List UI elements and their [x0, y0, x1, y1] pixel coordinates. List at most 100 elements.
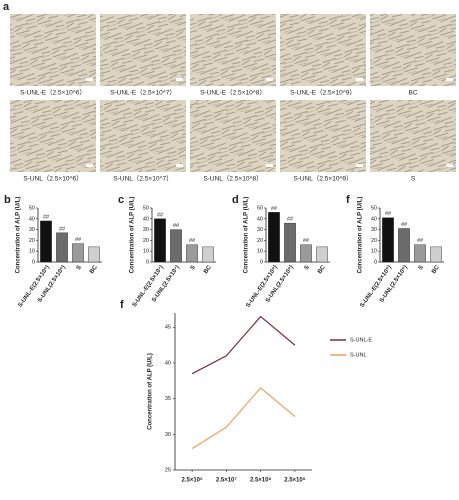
scale-bar [86, 78, 93, 81]
y-tick-label: 10 [257, 249, 263, 255]
bar [56, 232, 68, 263]
scale-bar [266, 78, 273, 81]
y-tick-label: 20 [143, 238, 149, 244]
y-axis-label: Concentration of ALP (U/L) [16, 197, 22, 274]
caption: S-UNL（2.5×10^9） [293, 175, 352, 183]
y-tick-label: 50 [29, 205, 35, 211]
micrograph [370, 100, 456, 172]
y-tick-label: 50 [143, 205, 149, 211]
annotation: ## [189, 238, 196, 244]
x-tick-label: BC [317, 264, 327, 275]
annotation: ## [271, 206, 278, 212]
panel-label: b [4, 194, 11, 206]
bar [88, 246, 100, 263]
y-tick-label: 40 [371, 216, 377, 222]
y-tick-label: 0 [146, 259, 149, 265]
y-tick-label: 50 [371, 205, 377, 211]
bar [268, 212, 280, 263]
micrograph [100, 14, 186, 86]
y-tick-label: 30 [29, 227, 35, 233]
micrograph [190, 14, 276, 86]
y-tick-label: 40 [257, 216, 263, 222]
y-tick-label: 20 [257, 238, 263, 244]
micrograph [100, 100, 186, 172]
bar [398, 228, 410, 263]
scale-bar [356, 78, 363, 81]
series-line [191, 387, 296, 450]
y-tick-label: 10 [143, 249, 149, 255]
y-tick-label: 25 [165, 467, 171, 473]
y-axis-label: Concentration of ALP (U/L) [358, 197, 364, 274]
y-tick-label: 40 [143, 216, 149, 222]
x-tick-label: BC [89, 264, 99, 275]
bar [186, 244, 198, 263]
y-tick-label: 20 [371, 238, 377, 244]
y-tick-label: 20 [29, 238, 35, 244]
legend-label: S-UNL [350, 352, 367, 358]
x-tick-label: 2.5×10⁸ [250, 478, 272, 484]
x-tick-label: BC [203, 264, 213, 275]
scale-bar [176, 78, 183, 81]
x-tick-label: S [190, 265, 197, 272]
x-tick-label: BC [431, 264, 441, 275]
y-tick-label: 10 [371, 249, 377, 255]
micrograph [370, 14, 456, 86]
caption: S-UNL-E（2.5×10^6） [20, 89, 86, 97]
panel-label: f [346, 194, 350, 206]
annotation: ## [43, 214, 50, 220]
annotation: ## [303, 238, 310, 244]
y-axis-label: Concentration of ALP (U/L) [148, 353, 154, 430]
bar [300, 244, 312, 263]
y-axis-label: Concentration of ALP (U/L) [244, 197, 250, 274]
x-tick-label: 2.5×10⁷ [216, 478, 238, 484]
caption: BC [408, 90, 417, 97]
x-tick-label: 2.5×10⁹ [284, 478, 306, 484]
bar [414, 244, 426, 263]
x-tick-label: S [76, 265, 83, 272]
caption: S-UNL（2.5×10^8） [203, 175, 262, 183]
y-tick-label: 30 [371, 227, 377, 233]
panel-label: f [120, 299, 124, 311]
annotation: ## [385, 211, 392, 217]
scale-bar [446, 78, 453, 81]
bar [430, 246, 442, 263]
panel-label: c [118, 194, 124, 206]
y-tick-label: 50 [257, 205, 263, 211]
annotation: ## [417, 238, 424, 244]
caption: S-UNL（2.5×10^6） [23, 175, 82, 183]
scale-bar [356, 164, 363, 167]
bar [382, 217, 394, 263]
micrograph [10, 100, 96, 172]
y-tick-label: 45 [165, 325, 171, 331]
bar [40, 220, 52, 263]
scale-bar [86, 164, 93, 167]
caption: S [411, 176, 416, 183]
y-tick-label: 30 [257, 227, 263, 233]
x-tick-label: S [304, 265, 311, 272]
scale-bar [266, 164, 273, 167]
y-tick-label: 0 [32, 259, 35, 265]
y-tick-label: 30 [165, 432, 171, 438]
caption: S-UNL（2.5×10^7） [113, 175, 172, 183]
annotation: ## [173, 223, 180, 229]
annotation: ## [75, 237, 82, 243]
y-tick-label: 0 [260, 259, 263, 265]
bar [154, 218, 166, 263]
caption: S-UNL-E（2.5×10^8） [200, 89, 266, 97]
micrograph [190, 100, 276, 172]
annotation: ## [157, 212, 164, 218]
bar [72, 243, 84, 263]
panel-label: a [3, 1, 10, 13]
y-tick-label: 35 [165, 396, 171, 402]
x-tick-label: 2.5×10⁶ [181, 478, 203, 484]
bar [170, 229, 182, 263]
y-tick-label: 10 [29, 249, 35, 255]
annotation: ## [401, 222, 408, 228]
y-tick-label: 30 [143, 227, 149, 233]
micrograph [280, 100, 366, 172]
panel-label: d [232, 194, 239, 206]
caption: S-UNL-E（2.5×10^9） [290, 89, 356, 97]
micrograph [280, 14, 366, 86]
legend-label: S-UNL-E [350, 337, 372, 343]
